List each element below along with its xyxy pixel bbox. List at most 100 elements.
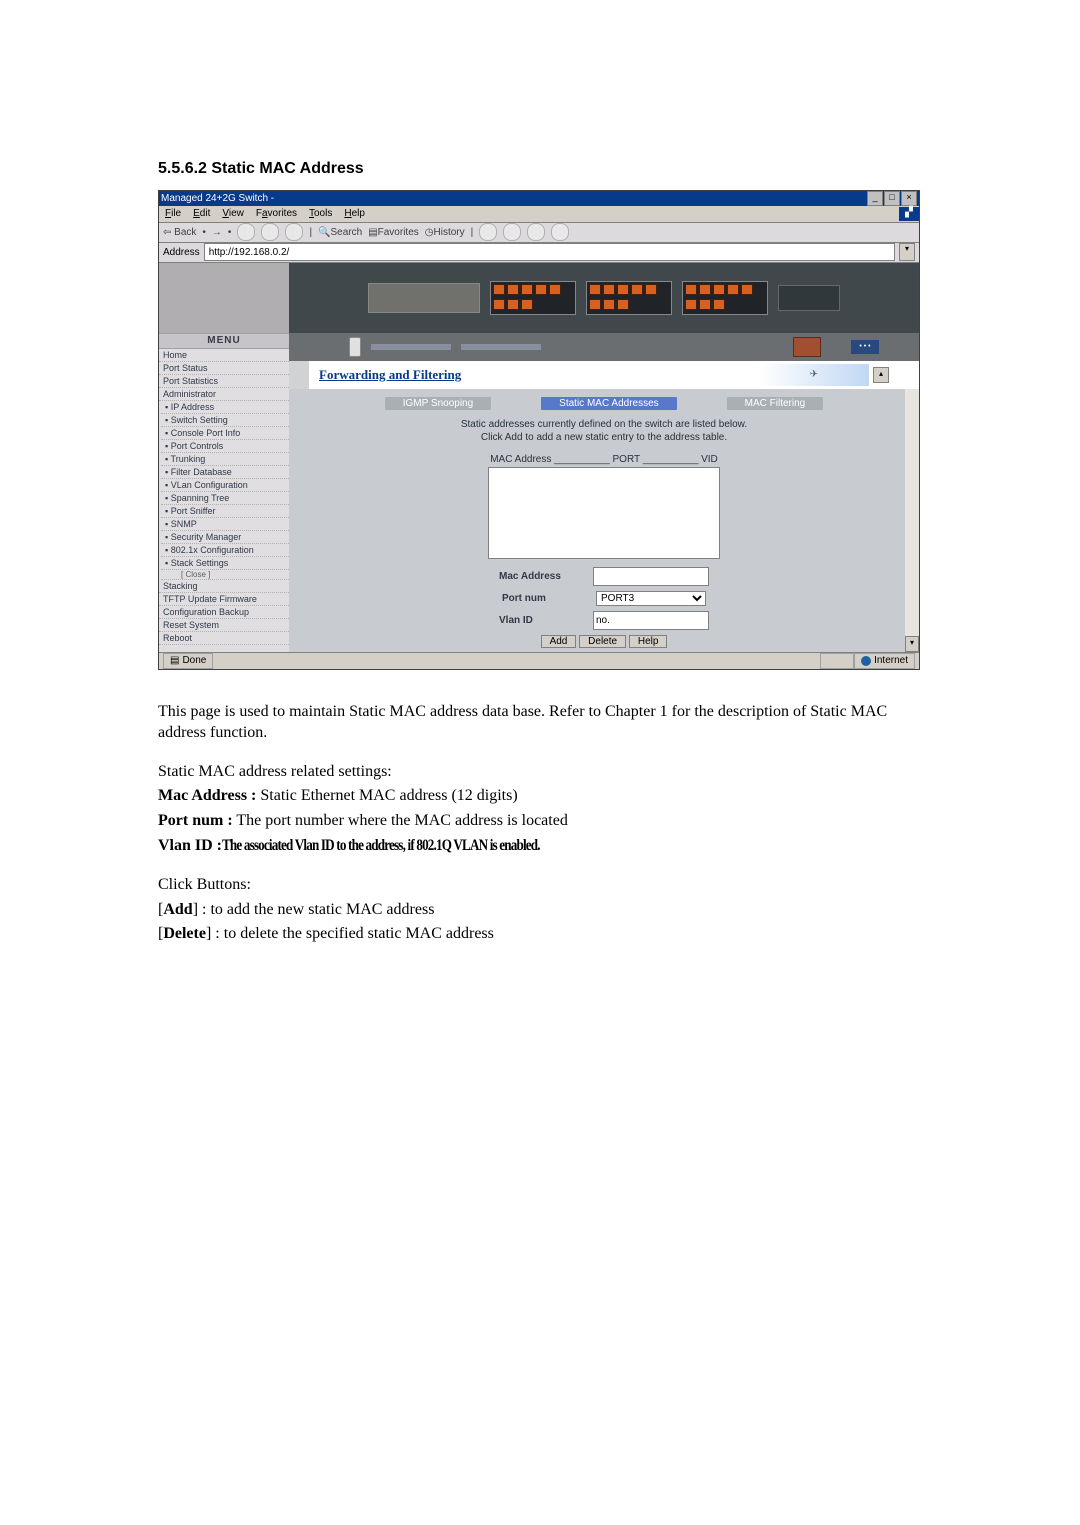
led-box xyxy=(778,285,840,311)
sidebar-item-console[interactable]: Console Port Info xyxy=(161,427,289,440)
menu-header: MENU xyxy=(159,333,289,349)
sidebar-banner xyxy=(159,263,289,333)
sidebar-item-switch-setting[interactable]: Switch Setting xyxy=(161,414,289,427)
home-icon[interactable] xyxy=(285,223,303,241)
line-vlan: Vlan ID : The associated Vlan ID to the … xyxy=(158,836,922,857)
statusbar: ▤ Done Internet xyxy=(159,652,919,669)
para-intro: This page is used to maintain Static MAC… xyxy=(158,702,922,744)
status-zone: Internet xyxy=(854,653,915,669)
back-button[interactable]: ⇦ Back xyxy=(163,227,196,238)
menu-help[interactable]: Help xyxy=(344,208,365,219)
port-label: Port num xyxy=(502,593,582,604)
page-icon: ▤ xyxy=(170,654,179,668)
sidebar-item-stack-settings[interactable]: Stack Settings xyxy=(161,557,289,570)
sidebar-admin-submenu: IP Address Switch Setting Console Port I… xyxy=(159,401,289,580)
mac-input[interactable] xyxy=(593,567,709,586)
tab-mac-filtering[interactable]: MAC Filtering xyxy=(727,397,824,410)
refresh-icon[interactable] xyxy=(261,223,279,241)
globe-icon xyxy=(861,656,871,666)
menu-edit[interactable]: Edit xyxy=(193,208,210,219)
sidebar-item-port-status[interactable]: Port Status xyxy=(159,362,289,375)
menubar: File Edit View Favorites Tools Help ▞ xyxy=(159,206,919,222)
info-line-2: Click Add to add a new static entry to t… xyxy=(309,431,899,444)
sidebar-item-stacking[interactable]: Stacking xyxy=(159,580,289,593)
sidebar-item-trunking[interactable]: Trunking xyxy=(161,453,289,466)
stop-icon[interactable] xyxy=(237,223,255,241)
tab-static-mac[interactable]: Static MAC Addresses xyxy=(541,397,676,410)
body-text: This page is used to maintain Static MAC… xyxy=(158,688,922,945)
forward-button[interactable]: → xyxy=(212,227,222,238)
tab-igmp[interactable]: IGMP Snooping xyxy=(385,397,491,410)
mac-list[interactable] xyxy=(488,467,720,559)
main-pane: • • • Forwarding and Filtering ✈ ▴ IGMP … xyxy=(289,263,919,652)
sidebar-item-administrator[interactable]: Administrator xyxy=(159,388,289,401)
scroll-down-button[interactable]: ▾ xyxy=(905,636,919,652)
help-button[interactable]: Help xyxy=(629,635,668,648)
device-banner xyxy=(289,263,919,333)
sidebar-item-reset[interactable]: Reset System xyxy=(159,619,289,632)
sidebar-item-snmp[interactable]: SNMP xyxy=(161,518,289,531)
sidebar-item-close[interactable]: [ Close ] xyxy=(161,570,289,580)
sidebar: MENU Home Port Status Port Statistics Ad… xyxy=(159,263,289,652)
menu-tools[interactable]: Tools xyxy=(309,208,332,219)
maximize-button[interactable]: □ xyxy=(884,191,900,206)
print-icon[interactable] xyxy=(503,223,521,241)
page-header: Forwarding and Filtering ✈ ▴ xyxy=(289,361,919,389)
vent-icon xyxy=(349,337,361,357)
screenshot: Managed 24+2G Switch - _ □ × File Edit V… xyxy=(158,190,920,670)
ie-logo: ▞ xyxy=(899,207,919,221)
sidebar-item-sniffer[interactable]: Port Sniffer xyxy=(161,505,289,518)
address-input[interactable] xyxy=(204,243,895,261)
line-add: [Add] : to add the new static MAC addres… xyxy=(158,900,922,921)
list-columns: MAC Address __________ PORT __________ V… xyxy=(309,454,899,465)
sidebar-item-vlan[interactable]: VLan Configuration xyxy=(161,479,289,492)
sidebar-item-config-backup[interactable]: Configuration Backup xyxy=(159,606,289,619)
sidebar-item-reboot[interactable]: Reboot xyxy=(159,632,289,645)
close-button[interactable]: × xyxy=(901,191,917,206)
status-done: ▤ Done xyxy=(163,653,213,669)
toolbar: ⇦ Back • → • | 🔍Search ▤Favorites ◷Histo… xyxy=(159,223,919,243)
para-settings: Static MAC address related settings: xyxy=(158,762,922,783)
port-select[interactable]: PORT3 xyxy=(596,591,706,606)
badge-icon xyxy=(793,337,821,357)
menu-view[interactable]: View xyxy=(222,208,244,219)
page-title: Forwarding and Filtering xyxy=(319,367,461,383)
device-label xyxy=(368,283,480,313)
search-button[interactable]: 🔍Search xyxy=(318,227,362,238)
info-line-1: Static addresses currently defined on th… xyxy=(309,418,899,431)
sidebar-item-8021x[interactable]: 802.1x Configuration xyxy=(161,544,289,557)
button-row: Add Delete Help xyxy=(309,635,899,648)
sidebar-item-tftp[interactable]: TFTP Update Firmware xyxy=(159,593,289,606)
history-button[interactable]: ◷History xyxy=(425,227,465,238)
tab-row: IGMP Snooping Static MAC Addresses MAC F… xyxy=(309,397,899,410)
para-click: Click Buttons: xyxy=(158,875,922,896)
delete-button[interactable]: Delete xyxy=(579,635,626,648)
mail-icon[interactable] xyxy=(479,223,497,241)
header-graphic: ✈ xyxy=(759,364,869,386)
form-row-vlan: Vlan ID xyxy=(309,611,899,630)
menu-file[interactable]: File xyxy=(165,208,181,219)
form-row-port: Port num PORT3 xyxy=(309,591,899,606)
sidebar-item-port-statistics[interactable]: Port Statistics xyxy=(159,375,289,388)
vlan-label: Vlan ID xyxy=(499,615,579,626)
scrollbar[interactable]: ▾ xyxy=(905,389,919,652)
line-delete: [Delete] : to delete the specified stati… xyxy=(158,924,922,945)
sidebar-item-port-controls[interactable]: Port Controls xyxy=(161,440,289,453)
edit-icon[interactable] xyxy=(527,223,545,241)
favorites-button[interactable]: ▤Favorites xyxy=(368,227,419,238)
sidebar-item-filter-db[interactable]: Filter Database xyxy=(161,466,289,479)
add-button[interactable]: Add xyxy=(541,635,577,648)
line-port: Port num : The port number where the MAC… xyxy=(158,811,922,832)
menu-favorites[interactable]: Favorites xyxy=(256,208,297,219)
address-dropdown[interactable]: ▾ xyxy=(899,243,915,261)
discuss-icon[interactable] xyxy=(551,223,569,241)
window-title: Managed 24+2G Switch - xyxy=(161,193,866,204)
addressbar: Address ▾ xyxy=(159,243,919,263)
sidebar-item-stp[interactable]: Spanning Tree xyxy=(161,492,289,505)
minimize-button[interactable]: _ xyxy=(867,191,883,206)
scroll-up-button[interactable]: ▴ xyxy=(873,367,889,383)
vlan-input[interactable] xyxy=(593,611,709,630)
sidebar-item-ip-address[interactable]: IP Address xyxy=(161,401,289,414)
sidebar-item-home[interactable]: Home xyxy=(159,349,289,362)
sidebar-item-security[interactable]: Security Manager xyxy=(161,531,289,544)
